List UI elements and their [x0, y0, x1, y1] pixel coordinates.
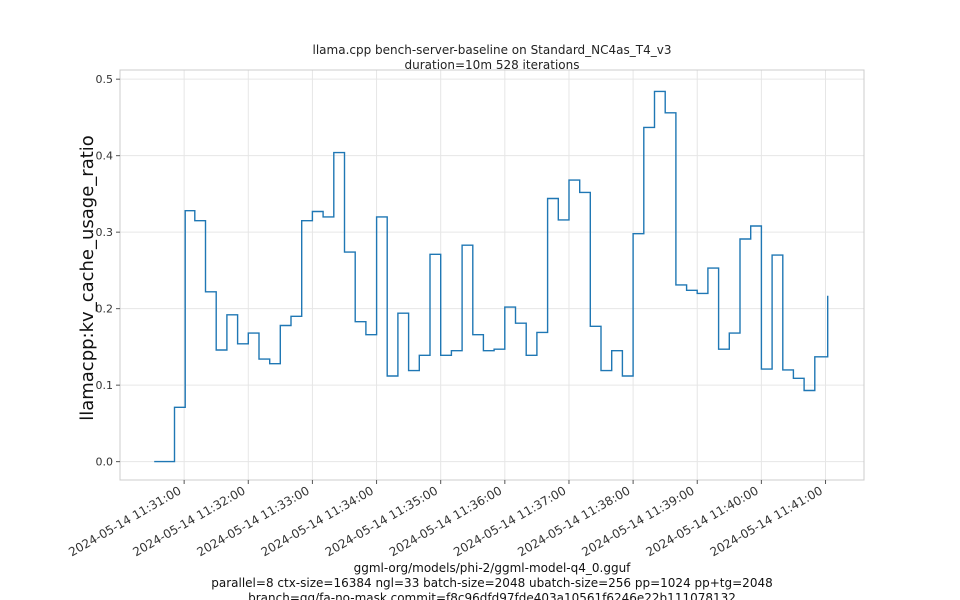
chart-title: llama.cpp bench-server-baseline on Stand… [313, 43, 672, 57]
y-axis: 0.0 0.1 0.2 0.3 0.4 0.5 [96, 73, 120, 469]
y-tick-label: 0.4 [96, 150, 114, 163]
y-axis-label: llamacpp:kv_cache_usage_ratio [77, 135, 98, 421]
y-tick-label: 0.3 [96, 226, 114, 239]
grid-lines [120, 70, 864, 480]
x-tick-label: 2024-05-14 11:37:00 [451, 483, 568, 559]
x-tick-label: 2024-05-14 11:32:00 [130, 483, 247, 559]
x-tick-label: 2024-05-14 11:39:00 [579, 483, 696, 559]
x-label-line-1: ggml-org/models/phi-2/ggml-model-q4_0.gg… [354, 561, 632, 575]
chart-subtitle: duration=10m 528 iterations [405, 58, 580, 72]
x-tick-label: 2024-05-14 11:34:00 [259, 483, 376, 559]
x-label-line-2: parallel=8 ctx-size=16384 ngl=33 batch-s… [211, 576, 772, 590]
y-tick-label: 0.2 [96, 303, 114, 316]
y-tick-label: 0.5 [96, 73, 114, 86]
y-tick-label: 0.0 [96, 456, 114, 469]
plot-frame [119, 69, 865, 481]
x-tick-label: 2024-05-14 11:35:00 [323, 483, 440, 559]
x-tick-label: 2024-05-14 11:40:00 [644, 483, 761, 559]
x-tick-label: 2024-05-14 11:38:00 [515, 483, 632, 559]
y-tick-label: 0.1 [96, 379, 114, 392]
x-tick-label: 2024-05-14 11:31:00 [66, 483, 183, 559]
x-tick-label: 2024-05-14 11:41:00 [708, 483, 825, 559]
series-line [154, 90, 829, 463]
x-tick-label: 2024-05-14 11:33:00 [195, 483, 312, 559]
series-group [154, 90, 829, 463]
x-tick-label: 2024-05-14 11:36:00 [387, 483, 504, 559]
x-label-line-3: branch=gg/fa-no-mask commit=f8c96dfd97fd… [248, 591, 736, 600]
